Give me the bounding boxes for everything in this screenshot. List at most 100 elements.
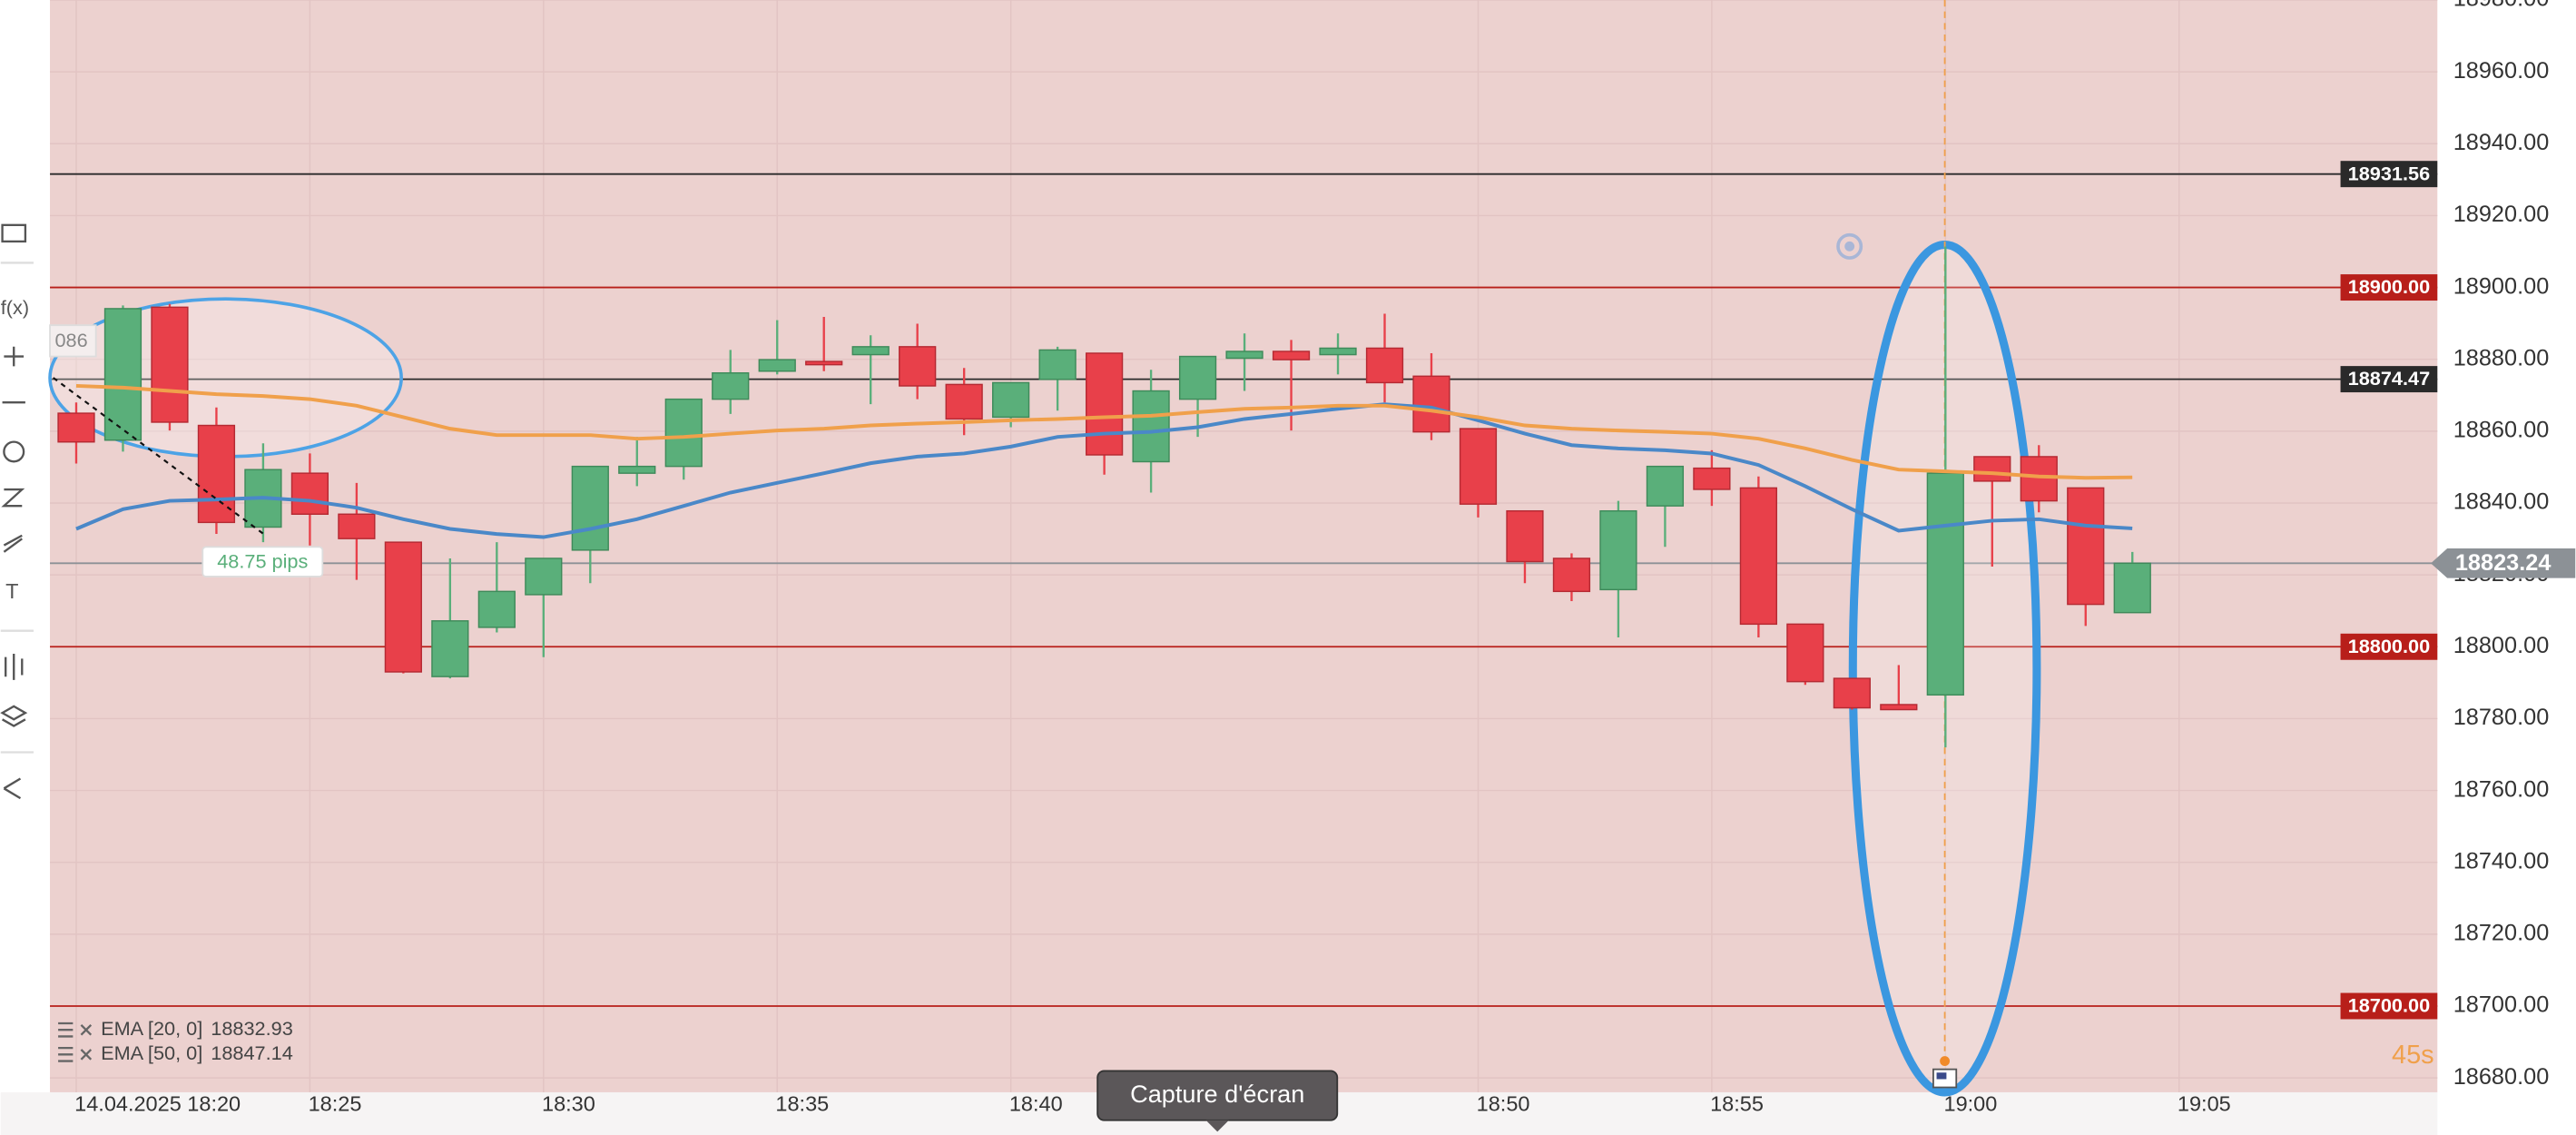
flag-canton (1936, 1072, 1947, 1080)
legend-value: 18832.93 (211, 1017, 292, 1040)
candle-body (945, 383, 983, 420)
x-tick-label: 18:55 (1710, 1092, 1764, 1116)
event-dot (1940, 1056, 1951, 1067)
candle-body (992, 381, 1030, 419)
candle-body (899, 346, 937, 387)
ema-line (75, 402, 2133, 539)
candle-body (1272, 350, 1311, 360)
candle-body (1926, 472, 1964, 696)
candle-body (1365, 347, 1404, 384)
candle-body (1599, 509, 1637, 591)
level-label: 18931.56 (2348, 162, 2430, 184)
legend-value: 18847.14 (211, 1041, 292, 1064)
y-tick-label: 18920.00 (2453, 202, 2550, 227)
tool-share[interactable] (3, 777, 22, 800)
candle-body (1552, 558, 1591, 593)
candle-body (197, 424, 236, 524)
level-label-box (2340, 366, 2438, 393)
ema-line (75, 383, 2133, 480)
trend-line[interactable] (53, 377, 264, 535)
tooltip-arrow (1205, 1120, 1229, 1132)
candle-body (103, 308, 143, 441)
tool-layers[interactable] (0, 705, 28, 727)
tool-circle[interactable] (3, 440, 25, 463)
price-label: 18823.24 (2455, 550, 2551, 576)
candle-body (2067, 487, 2105, 606)
candle-body (1833, 677, 1871, 709)
tool-candles[interactable] (5, 653, 24, 680)
candle-body (384, 541, 422, 673)
price-label-box (2431, 548, 2576, 578)
marker-dot (1844, 241, 1855, 252)
legend-icon (58, 1046, 93, 1062)
candles (57, 246, 2151, 748)
y-tick-label: 18800.00 (2453, 633, 2550, 658)
legend-icon (58, 1022, 93, 1038)
candle-body (1506, 509, 1544, 563)
candle-body (290, 472, 329, 515)
x-tick-label: 14.04.2025 18:20 (74, 1092, 241, 1116)
candle-body (712, 372, 750, 400)
y-tick-label: 18760.00 (2453, 776, 2550, 802)
x-tick-label: 18:40 (1009, 1092, 1063, 1116)
candle-body (477, 590, 516, 628)
value-text: 086 (54, 329, 87, 351)
levels: 18931.56 18900.00 18874.47 18800.00 18700.00 (50, 161, 2438, 1020)
y-tick-label: 18960.00 (2453, 58, 2550, 84)
y-tick-label: 18700.00 (2453, 992, 2550, 1018)
x-tick-label: 18:50 (1477, 1092, 1530, 1116)
candle-body (1038, 349, 1077, 380)
y-tick-label: 18680.00 (2453, 1064, 2550, 1090)
y-tick-label: 18900.00 (2453, 273, 2550, 299)
tool-fx[interactable]: f(x) (1, 296, 29, 319)
candle-body (1178, 355, 1217, 400)
level-label: 18900.00 (2348, 275, 2430, 298)
candle-body (57, 412, 95, 443)
toolbar: f(x) T (0, 223, 34, 800)
y-tick-label: 18840.00 (2453, 489, 2550, 515)
candle-body (571, 465, 609, 551)
candle-body (525, 558, 563, 596)
legend-name: EMA [20, 0] (101, 1017, 202, 1040)
candle-body (151, 306, 189, 423)
x-tick-label: 19:00 (1944, 1092, 1998, 1116)
countdown: 45s (2392, 1041, 2434, 1070)
y-tick-label: 18980.00 (2453, 0, 2550, 12)
tool-pen[interactable] (3, 534, 23, 553)
y-tick-label: 18940.00 (2453, 130, 2550, 155)
candle-body (1786, 623, 1824, 683)
candle-body (1693, 467, 1731, 490)
level-label-box (2340, 274, 2438, 301)
candle-body (805, 360, 843, 366)
candle-body (1739, 487, 1778, 626)
candle-body (1973, 456, 2011, 482)
tool-cross[interactable] (4, 346, 25, 367)
marker[interactable] (1836, 232, 1863, 260)
axes: 18680.00 18700.00 18720.00 18740.00 18760.00… (74, 0, 2576, 1116)
candle-body (851, 346, 890, 356)
tool-icon[interactable] (1, 223, 27, 243)
candle-body (1319, 347, 1357, 356)
candle-body (1132, 390, 1170, 463)
pips-box (202, 546, 324, 577)
level-label-box (2340, 633, 2438, 660)
legend: EMA [20, 0] 18832.93 EMA [50, 0] 18847.14 (58, 1017, 293, 1064)
candle-body (1880, 704, 1918, 711)
level-label: 18800.00 (2348, 635, 2430, 657)
candle-body (338, 513, 376, 539)
level-label: 18700.00 (2348, 994, 2430, 1017)
level-label-box (2340, 992, 2438, 1020)
tool-fib[interactable] (1, 488, 25, 508)
candle-body (1225, 350, 1263, 360)
y-tick-label: 18780.00 (2453, 705, 2550, 730)
x-tick-label: 18:35 (775, 1092, 829, 1116)
y-tick-label: 18860.00 (2453, 418, 2550, 443)
candle-body (431, 620, 469, 677)
candle-body (1646, 465, 1685, 507)
candle-body (618, 465, 656, 474)
value-box (49, 324, 97, 358)
tooltip-text: Capture d'écran (1130, 1080, 1304, 1108)
tool-text[interactable]: T (5, 579, 18, 603)
x-tick-label: 18:30 (542, 1092, 595, 1116)
